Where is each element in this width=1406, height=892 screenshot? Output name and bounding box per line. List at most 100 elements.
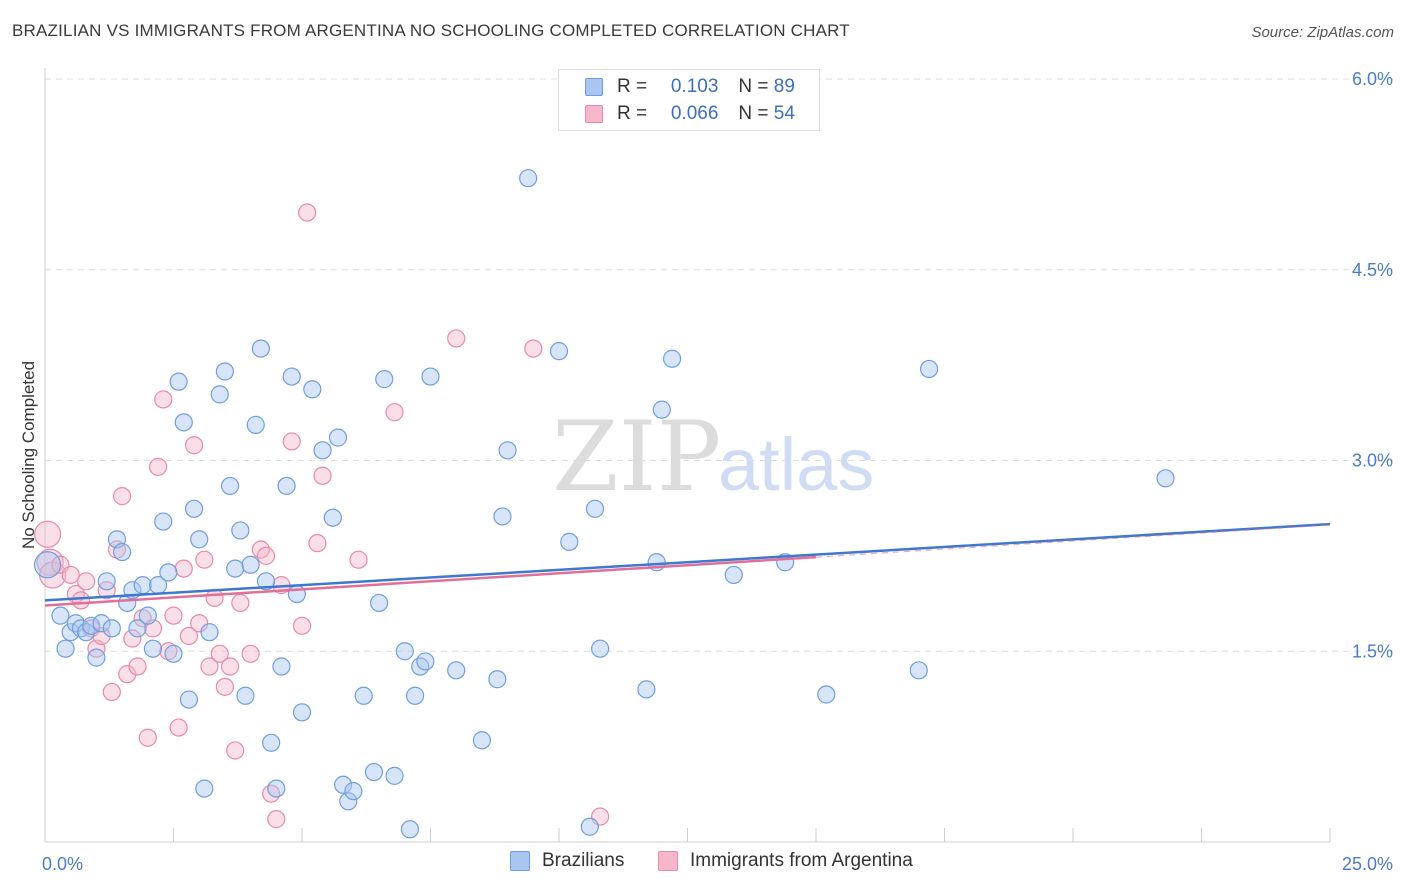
argentina-point: [138, 728, 157, 747]
brazilians-point: [292, 703, 312, 722]
series-argentina-points: [33, 203, 610, 829]
brazilians-point: [87, 648, 106, 667]
argentina-point: [215, 677, 234, 696]
brazilians-point: [395, 642, 414, 661]
y-tick-label: 6.0%: [1352, 69, 1393, 89]
x-tick-label: 0.0%: [42, 854, 83, 874]
argentina-point: [385, 403, 404, 422]
brazilians-point: [585, 499, 605, 518]
watermark-zip: ZIP: [552, 401, 721, 513]
argentina-point: [71, 591, 91, 610]
brazilians-point: [580, 817, 599, 836]
y-tick-label: 3.0%: [1352, 451, 1393, 471]
argentina-point: [179, 626, 199, 646]
trend-line-brazilians: [44, 522, 1331, 602]
brazilians-point: [226, 559, 245, 578]
argentina-point: [118, 665, 137, 684]
brazilians-point: [51, 606, 70, 625]
brazilians-point: [303, 380, 322, 399]
trend-extension-argentina: [815, 524, 1331, 558]
argentina-point: [33, 520, 62, 548]
brazilians-point: [334, 775, 353, 794]
argentina-point: [524, 339, 543, 358]
brazilians-point: [241, 555, 260, 574]
brazilians-point: [128, 619, 147, 638]
argentina-point: [282, 432, 301, 451]
chart-title: BRAZILIAN VS IMMIGRANTS FROM ARGENTINA N…: [12, 21, 850, 40]
brazilians-point: [375, 370, 394, 389]
brazilians-point: [364, 762, 384, 782]
legend-r-label: R =: [617, 76, 648, 97]
bottom-legend-label: Immigrants from Argentina: [690, 850, 913, 871]
y-axis-label: No Schooling Completed: [19, 361, 38, 549]
brazilians-point: [919, 359, 939, 379]
brazilians-point: [236, 686, 255, 705]
argentina-point: [195, 550, 214, 569]
brazilians-point: [169, 372, 188, 391]
argentina-point: [308, 534, 327, 553]
brazilians-point: [190, 530, 209, 549]
legend-r-value: 0.103: [670, 76, 719, 97]
brazilians-point: [112, 542, 132, 562]
y-tick-label: 1.5%: [1352, 641, 1393, 661]
brazilians-point: [138, 606, 157, 625]
argentina-point: [267, 810, 286, 829]
brazilians-point: [210, 385, 229, 404]
brazilians-point: [591, 639, 610, 658]
source-label: Source: ZipAtlas.com: [1251, 24, 1394, 41]
argentina-point: [148, 457, 168, 476]
watermark-atlas: atlas: [718, 423, 874, 506]
grid-lines: [45, 78, 1395, 652]
brazilians-point: [277, 476, 296, 496]
brazilians-point: [92, 614, 111, 633]
brazilians-point: [133, 576, 152, 595]
brazilians-point: [560, 532, 579, 551]
brazilians-point: [724, 565, 743, 585]
argentina-point: [292, 616, 312, 635]
brazilians-point: [231, 521, 250, 540]
argentina-point: [313, 466, 332, 485]
brazilians-point: [817, 685, 836, 704]
brazilians-point: [472, 731, 491, 750]
argentina-point: [447, 329, 466, 348]
brazilians-point: [33, 551, 62, 579]
brazilians-point: [154, 512, 173, 531]
y-tick-label: 4.5%: [1352, 260, 1393, 280]
argentina-point: [77, 572, 96, 591]
brazilians-point: [164, 644, 183, 663]
brazilians-point: [549, 342, 569, 361]
argentina-point: [61, 565, 80, 585]
brazilians-point: [411, 657, 430, 676]
brazilians-point: [179, 690, 199, 709]
bottom-swatch-blue: [510, 851, 530, 871]
legend-swatch-pink: [585, 105, 603, 123]
trend-line-argentina: [44, 555, 817, 607]
brazilians-point: [488, 670, 507, 689]
argentina-point: [349, 550, 368, 569]
brazilians-point: [174, 413, 193, 432]
brazilians-point: [159, 563, 178, 582]
argentina-point: [262, 784, 281, 803]
brazilians-point: [370, 593, 389, 613]
argentina-point: [226, 741, 245, 760]
brazilians-point: [637, 680, 656, 699]
brazilians-point: [272, 657, 291, 676]
axes: [44, 68, 1331, 843]
argentina-point: [169, 718, 188, 737]
legend-row-brazilians: R = 0.103 N = 89: [585, 74, 795, 100]
legend-n-label: N =: [738, 103, 769, 124]
argentina-point: [200, 657, 219, 676]
legend-swatch-blue: [585, 78, 603, 96]
brazilians-point: [251, 339, 270, 358]
brazilians-point: [400, 820, 420, 839]
brazilians-point: [662, 349, 682, 368]
brazilians-point: [385, 766, 404, 785]
argentina-point: [210, 644, 229, 663]
argentina-point: [164, 606, 183, 625]
brazilians-point: [267, 779, 286, 798]
legend-n-label: N =: [738, 76, 769, 97]
brazilians-point: [143, 639, 163, 658]
argentina-point: [231, 593, 250, 613]
legend-r-value: 0.066: [670, 103, 719, 124]
